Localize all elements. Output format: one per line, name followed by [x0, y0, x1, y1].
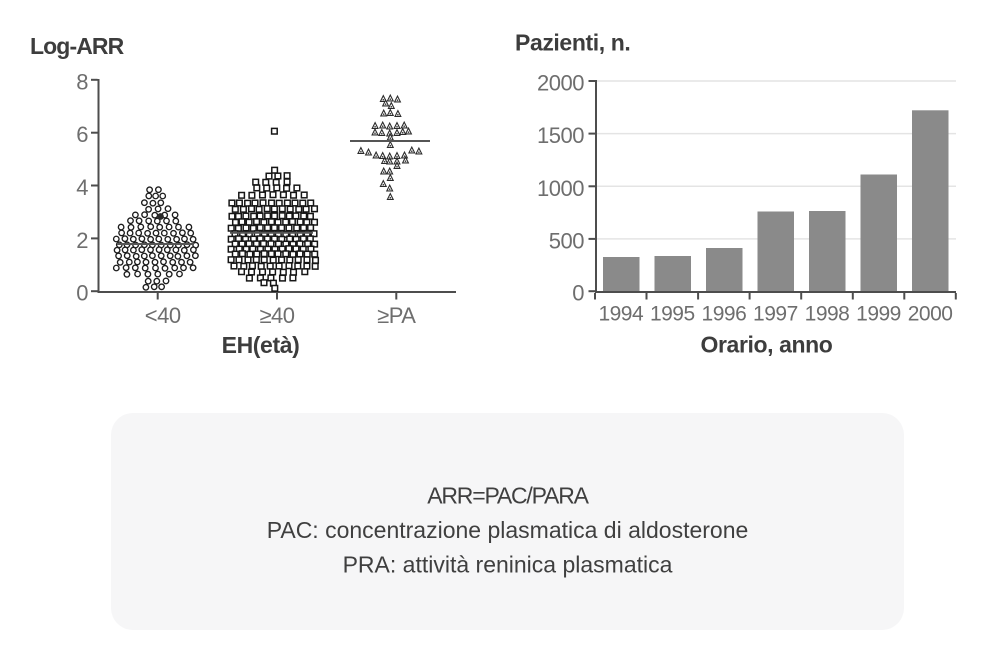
svg-text:EH(età): EH(età) [222, 332, 300, 358]
svg-text:4: 4 [76, 175, 88, 200]
svg-text:500: 500 [549, 228, 584, 253]
svg-text:1995: 1995 [650, 303, 695, 326]
svg-text:≥40: ≥40 [259, 303, 294, 328]
svg-text:PRA: attività reninica plasmat: PRA: attività reninica plasmatica [343, 552, 673, 578]
svg-text:1999: 1999 [856, 303, 901, 326]
svg-text:Pazienti, n.: Pazienti, n. [515, 30, 630, 56]
svg-text:Log-ARR: Log-ARR [30, 33, 125, 59]
svg-text:1000: 1000 [537, 176, 584, 201]
svg-text:2000: 2000 [908, 303, 953, 326]
svg-text:2: 2 [76, 228, 88, 253]
svg-text:1997: 1997 [753, 303, 798, 326]
svg-text:0: 0 [76, 281, 88, 306]
svg-text:1998: 1998 [805, 303, 850, 326]
svg-text:PAC: concentrazione plasmatica: PAC: concentrazione plasmatica di aldost… [267, 517, 749, 543]
svg-text:1994: 1994 [598, 303, 644, 326]
svg-text:6: 6 [76, 122, 88, 147]
svg-text:1996: 1996 [702, 303, 747, 326]
svg-text:Orario, anno: Orario, anno [701, 332, 833, 358]
svg-text:≥PA: ≥PA [377, 303, 416, 328]
svg-text:0: 0 [572, 281, 584, 306]
svg-text:2000: 2000 [537, 71, 584, 96]
svg-text:<40: <40 [145, 303, 181, 328]
svg-text:1500: 1500 [537, 123, 584, 148]
svg-text:ARR=PAC/PARA: ARR=PAC/PARA [427, 483, 589, 509]
svg-text:8: 8 [76, 69, 88, 94]
